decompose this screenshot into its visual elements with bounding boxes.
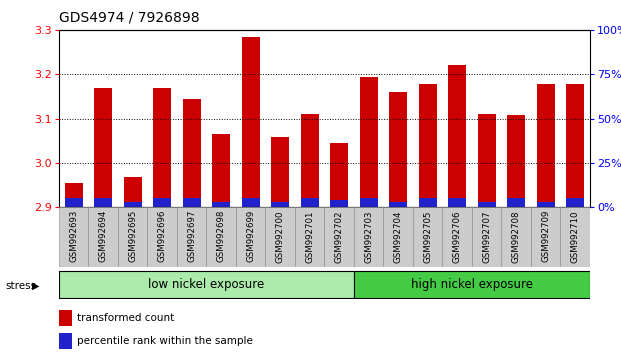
Bar [383, 207, 413, 267]
Bar [59, 270, 354, 298]
Bar [271, 137, 289, 207]
Text: GSM992695: GSM992695 [129, 210, 137, 262]
Bar [183, 99, 201, 207]
Bar [59, 333, 72, 349]
Bar [360, 76, 378, 207]
Bar [153, 88, 171, 207]
Text: high nickel exposure: high nickel exposure [411, 278, 533, 291]
Text: percentile rank within the sample: percentile rank within the sample [76, 336, 252, 346]
Bar [212, 202, 230, 207]
Bar [560, 207, 590, 267]
Bar [124, 177, 142, 207]
Bar [566, 198, 584, 207]
Bar [295, 207, 324, 267]
Bar [236, 207, 265, 267]
Bar [442, 207, 472, 267]
Bar [413, 207, 442, 267]
Text: GSM992703: GSM992703 [365, 210, 373, 263]
Bar [566, 84, 584, 207]
Bar [419, 84, 437, 207]
Bar [242, 37, 260, 207]
Text: GSM992710: GSM992710 [571, 210, 579, 263]
Bar [448, 198, 466, 207]
Bar [360, 198, 378, 207]
Bar [472, 207, 501, 267]
Bar [389, 92, 407, 207]
Bar [389, 202, 407, 207]
Bar [537, 202, 555, 207]
Bar [88, 207, 118, 267]
Bar [265, 207, 295, 267]
Text: stress: stress [5, 281, 36, 291]
Text: GSM992697: GSM992697 [188, 210, 196, 262]
Bar [94, 88, 112, 207]
Text: GSM992702: GSM992702 [335, 210, 343, 263]
Bar [531, 207, 560, 267]
Bar [354, 270, 590, 298]
Bar [212, 134, 230, 207]
Bar [301, 198, 319, 207]
Text: GSM992706: GSM992706 [453, 210, 461, 263]
Bar [65, 198, 83, 207]
Bar [59, 310, 72, 326]
Bar [478, 114, 496, 207]
Text: GSM992696: GSM992696 [158, 210, 166, 262]
Bar [537, 84, 555, 207]
Bar [478, 202, 496, 207]
Bar [330, 200, 348, 207]
Bar [94, 198, 112, 207]
Text: transformed count: transformed count [76, 313, 174, 323]
Text: GDS4974 / 7926898: GDS4974 / 7926898 [59, 11, 199, 25]
Bar [448, 65, 466, 207]
Bar [147, 207, 177, 267]
Text: GSM992708: GSM992708 [512, 210, 520, 263]
Bar [65, 183, 83, 207]
Bar [59, 207, 88, 267]
Bar [419, 198, 437, 207]
Bar [507, 115, 525, 207]
Text: ▶: ▶ [32, 281, 40, 291]
Bar [118, 207, 147, 267]
Bar [206, 207, 236, 267]
Text: GSM992699: GSM992699 [247, 210, 255, 262]
Bar [271, 202, 289, 207]
Text: GSM992693: GSM992693 [70, 210, 78, 262]
Text: low nickel exposure: low nickel exposure [148, 278, 265, 291]
Text: GSM992707: GSM992707 [483, 210, 491, 263]
Text: GSM992694: GSM992694 [99, 210, 107, 262]
Text: GSM992709: GSM992709 [542, 210, 550, 262]
Bar [324, 207, 354, 267]
Bar [301, 114, 319, 207]
Bar [330, 143, 348, 207]
Text: GSM992704: GSM992704 [394, 210, 402, 263]
Bar [183, 198, 201, 207]
Bar [354, 207, 383, 267]
Bar [501, 207, 531, 267]
Text: GSM992700: GSM992700 [276, 210, 284, 263]
Bar [507, 198, 525, 207]
Bar [153, 198, 171, 207]
Bar [242, 198, 260, 207]
Text: GSM992705: GSM992705 [424, 210, 432, 263]
Text: GSM992701: GSM992701 [306, 210, 314, 263]
Bar [124, 202, 142, 207]
Bar [177, 207, 206, 267]
Text: GSM992698: GSM992698 [217, 210, 225, 262]
